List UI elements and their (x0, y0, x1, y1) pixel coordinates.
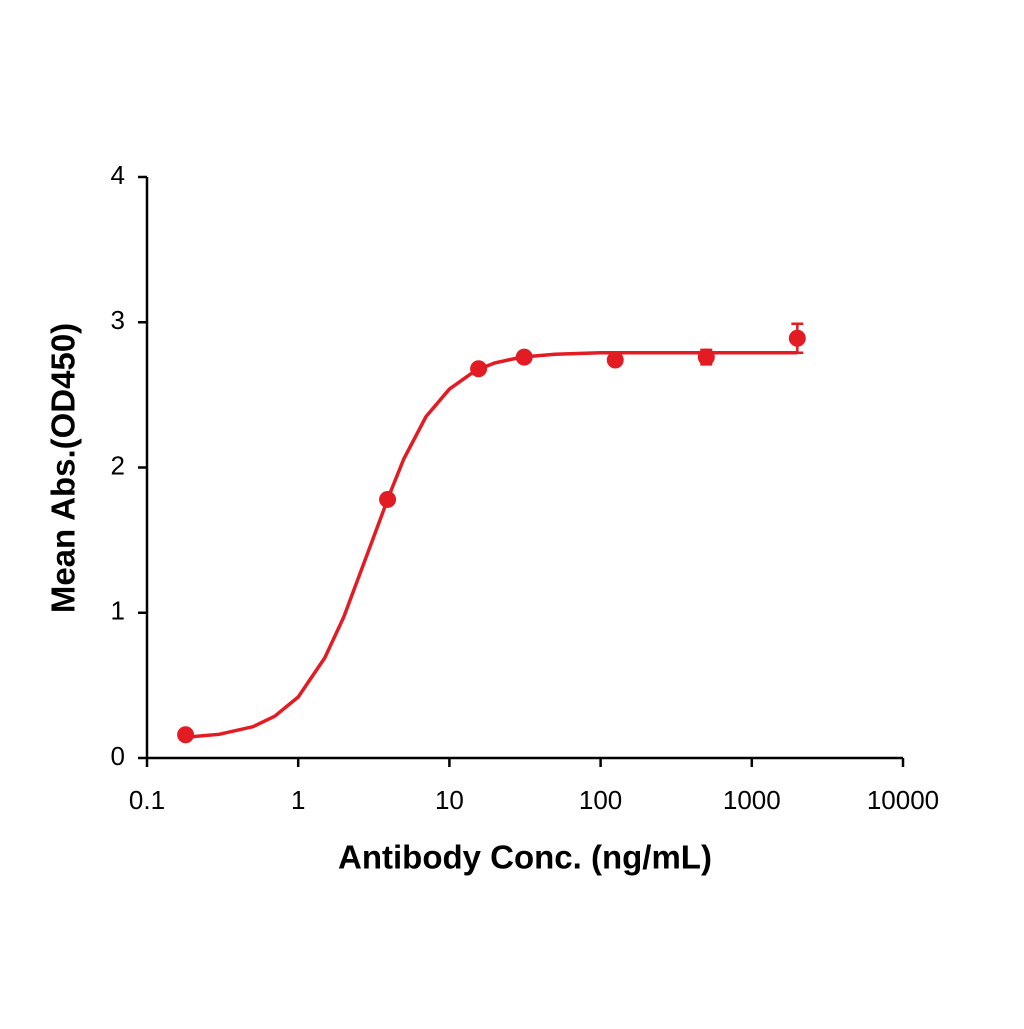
x-axis-title: Antibody Conc. (ng/mL) (338, 839, 712, 876)
data-point (177, 726, 195, 744)
y-tick-label: 3 (111, 305, 125, 335)
y-tick-label: 2 (111, 450, 125, 480)
x-tick-label: 10000 (867, 785, 939, 815)
x-tick-label: 100 (579, 785, 622, 815)
y-tick-label: 1 (111, 596, 125, 626)
x-tick-label: 1000 (723, 785, 781, 815)
x-tick-label: 10 (435, 785, 464, 815)
data-point (788, 329, 806, 347)
x-tick-label: 1 (291, 785, 305, 815)
x-tick-label: 0.1 (129, 785, 165, 815)
fit-curve (185, 351, 798, 739)
y-tick-label: 0 (111, 741, 125, 771)
y-tick-label: 4 (111, 160, 125, 190)
y-axis-title: Mean Abs.(OD450) (45, 323, 82, 613)
data-point (606, 351, 624, 369)
